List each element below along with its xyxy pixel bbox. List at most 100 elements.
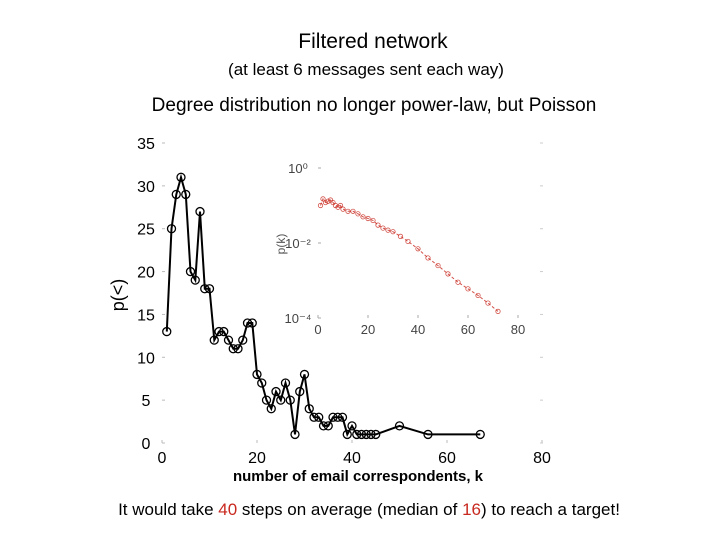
main-data-point bbox=[261, 395, 272, 405]
inset-data-point bbox=[397, 233, 404, 239]
main-y-tick-label: 20 bbox=[137, 265, 155, 282]
main-data-point bbox=[242, 318, 253, 328]
main-data-point bbox=[200, 284, 210, 294]
inset-data-point bbox=[375, 222, 381, 228]
main-data-point bbox=[328, 412, 338, 422]
inset-data-point bbox=[317, 202, 324, 209]
main-data-point bbox=[223, 335, 234, 345]
main-data-point bbox=[219, 326, 229, 337]
main-data-point bbox=[394, 421, 405, 431]
main-data-point bbox=[271, 386, 281, 397]
main-data-point bbox=[181, 189, 191, 200]
main-data-point bbox=[228, 344, 238, 354]
inset-data-point bbox=[405, 238, 411, 245]
inset-plot: 10⁰ 10⁻² 10⁻⁴0 20 40 60 80 bbox=[285, 150, 532, 358]
main-data-point bbox=[318, 421, 329, 431]
main-y-tick-label: 35 bbox=[137, 136, 155, 153]
inset-data-point bbox=[320, 196, 326, 202]
main-data-point bbox=[314, 412, 324, 422]
inset-data-point bbox=[415, 246, 421, 252]
inset-data-point bbox=[325, 198, 331, 204]
main-data-point bbox=[290, 429, 300, 440]
footer-text: It would take 40 steps on average (media… bbox=[0, 500, 720, 520]
inset-x-tick-label: 40 bbox=[411, 322, 425, 337]
inset-data-point bbox=[425, 255, 431, 261]
main-data-point bbox=[295, 386, 305, 397]
main-data-point bbox=[347, 421, 357, 431]
main-y-tick-label: 30 bbox=[137, 179, 155, 196]
main-data-point bbox=[162, 326, 172, 337]
inset-data-point bbox=[337, 202, 344, 209]
inset-y-tick-label: 10⁰ bbox=[288, 161, 308, 176]
inset-x-tick-label: 80 bbox=[511, 322, 525, 337]
main-data-point bbox=[333, 412, 343, 422]
inset-y-axis-label: p(k) bbox=[274, 234, 288, 255]
main-series-line bbox=[165, 173, 481, 438]
footer-median-value: 16 bbox=[462, 500, 482, 519]
inset-x-tick-label: 0 bbox=[314, 322, 321, 337]
main-data-point bbox=[304, 404, 314, 414]
main-data-point bbox=[204, 284, 215, 294]
inset-data-point bbox=[330, 199, 336, 206]
inset-data-point bbox=[355, 211, 361, 217]
main-x-axis-label: number of email correspondents, k bbox=[233, 468, 484, 485]
inset-data-point bbox=[435, 262, 441, 269]
inset-data-point bbox=[350, 208, 356, 214]
main-data-point bbox=[299, 369, 310, 380]
main-data-point bbox=[190, 275, 200, 285]
main-data-point bbox=[247, 318, 257, 328]
main-data-point bbox=[342, 429, 352, 440]
main-y-tick-label: 25 bbox=[137, 222, 155, 239]
inset-series-line bbox=[320, 197, 499, 312]
main-data-point bbox=[233, 344, 243, 354]
main-x-tick-label: 20 bbox=[248, 450, 266, 467]
main-data-point bbox=[257, 378, 267, 388]
main-data-point bbox=[366, 429, 376, 440]
main-data-point bbox=[337, 412, 348, 422]
main-data-point bbox=[356, 429, 367, 440]
main-data-point bbox=[209, 335, 219, 345]
main-data-point bbox=[185, 266, 196, 277]
main-plot: 0 5 10 15 20 25 30 35 0 20 40 60 80 bbox=[137, 136, 551, 467]
inset-data-point bbox=[455, 279, 461, 285]
main-data-point bbox=[195, 206, 205, 217]
inset-data-point bbox=[370, 217, 376, 224]
main-data-point bbox=[166, 224, 177, 234]
main-data-point bbox=[266, 404, 276, 414]
inset-data-point bbox=[340, 206, 346, 212]
main-data-point bbox=[475, 429, 485, 440]
main-data-point bbox=[285, 395, 295, 405]
footer-before: It would take bbox=[118, 500, 219, 519]
main-y-tick-label: 10 bbox=[137, 350, 155, 367]
inset-y-tick-label: 10⁻⁴ bbox=[285, 311, 312, 326]
main-x-tick-label: 60 bbox=[438, 450, 456, 467]
main-x-tick-label: 0 bbox=[158, 450, 167, 467]
inset-data-point bbox=[365, 215, 371, 222]
inset-data-point bbox=[475, 292, 481, 299]
main-data-point bbox=[238, 335, 248, 345]
main-y-tick-label: 0 bbox=[142, 436, 151, 453]
inset-data-point bbox=[485, 300, 491, 306]
inset-x-tick-label: 20 bbox=[361, 322, 375, 337]
inset-background bbox=[300, 150, 532, 358]
main-data-point bbox=[171, 189, 181, 200]
main-x-tick-label: 40 bbox=[343, 450, 361, 467]
inset-data-point bbox=[390, 229, 396, 235]
main-data-point bbox=[323, 421, 333, 431]
main-data-point bbox=[276, 395, 286, 405]
slide-headline: Degree distribution no longer power-law,… bbox=[151, 95, 597, 116]
main-y-tick-label: 5 bbox=[142, 393, 151, 410]
main-x-tick-label: 80 bbox=[533, 450, 551, 467]
inset-data-point bbox=[380, 225, 386, 231]
main-y-tick-label: 15 bbox=[137, 307, 155, 324]
main-data-point bbox=[252, 369, 262, 380]
inset-data-point bbox=[345, 208, 351, 214]
main-data-point bbox=[361, 429, 371, 440]
footer-steps-value: 40 bbox=[218, 500, 238, 519]
inset-x-tick-label: 60 bbox=[461, 322, 475, 337]
inset-data-point bbox=[445, 271, 451, 277]
main-data-point bbox=[309, 412, 319, 422]
main-data-point bbox=[280, 378, 291, 388]
main-y-axis-label: p(<) bbox=[108, 279, 128, 312]
